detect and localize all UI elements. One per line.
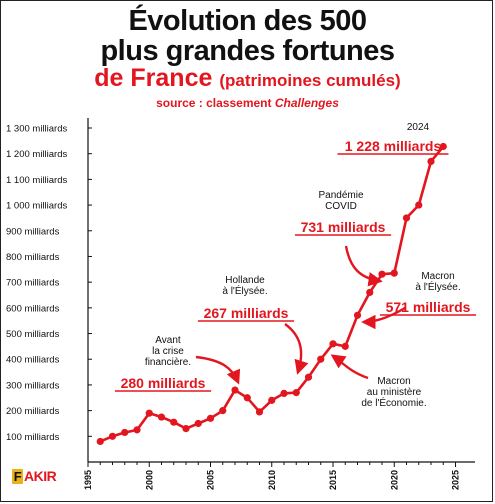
title-line-2: plus grandes fortunes <box>100 35 395 67</box>
data-point <box>329 340 337 348</box>
data-point <box>96 437 104 446</box>
annotation-arrow <box>330 354 369 380</box>
annotation-note: 2024 <box>407 122 430 133</box>
data-point <box>243 394 251 402</box>
data-point <box>206 414 215 422</box>
data-point <box>133 426 141 434</box>
y-tick-label: 400 milliards <box>6 355 60 366</box>
data-point <box>194 419 202 428</box>
logo-text: AKIR <box>24 468 57 484</box>
data-point <box>353 311 362 319</box>
annotation-note: Avant la crise financière. <box>145 335 191 368</box>
x-tick-label: 2005 <box>206 470 216 490</box>
data-point <box>366 288 374 297</box>
annotation-value: 267 milliards <box>204 305 289 321</box>
y-tick-label: 1 300 milliards <box>6 124 67 135</box>
y-tick-label: 1 200 milliards <box>6 149 67 160</box>
y-tick-label: 700 milliards <box>6 278 60 289</box>
data-point <box>415 201 423 209</box>
annotation-note: Pandémie COVID <box>318 190 363 212</box>
title-line-1: Évolution des 500 <box>128 5 367 37</box>
y-tick-label: 600 milliards <box>6 303 60 314</box>
x-tick-label: 1995 <box>83 470 93 490</box>
x-tick-label: 2010 <box>267 470 277 490</box>
data-point <box>108 432 117 440</box>
annotation-value: 731 milliards <box>301 219 386 235</box>
y-tick-label: 500 milliards <box>6 329 60 340</box>
title-highlight: de France <box>94 64 213 92</box>
data-point <box>341 342 349 350</box>
data-point <box>231 386 239 394</box>
y-tick-label: 100 milliards <box>6 432 60 443</box>
data-point <box>145 409 153 417</box>
annotation-note: Hollande à l'Élysée. <box>222 275 267 297</box>
y-tick-label: 800 milliards <box>6 252 60 263</box>
data-point <box>402 214 411 222</box>
data-point <box>304 373 313 381</box>
source-line: source : classement Challenges <box>0 96 495 110</box>
x-tick-label: 2000 <box>144 470 154 490</box>
x-tick-label: 2015 <box>328 470 338 490</box>
data-point <box>170 418 178 426</box>
annotation-arrow <box>195 355 241 385</box>
data-point <box>317 355 325 363</box>
title-subtitle: (patrimoines cumulés) <box>219 71 401 90</box>
source-name: Challenges <box>274 96 339 110</box>
x-tick-label: 2020 <box>389 470 399 490</box>
annotation-value: 571 milliards <box>386 299 471 315</box>
title-line-3: de France (patrimoines cumulés) <box>0 64 495 95</box>
annotation-arrow <box>344 245 383 287</box>
y-tick-label: 1 100 milliards <box>6 175 67 186</box>
data-point <box>255 408 264 416</box>
annotation-note: Macron à l'Élysée. <box>415 271 460 293</box>
y-tick-label: 1 000 milliards <box>6 201 67 212</box>
y-tick-label: 200 milliards <box>6 406 60 417</box>
x-tick-label: 2025 <box>451 470 461 490</box>
data-point <box>439 142 447 151</box>
annotation-value: 280 milliards <box>121 375 206 391</box>
logo-mark: F <box>12 469 23 484</box>
data-point <box>427 157 435 165</box>
data-point <box>292 389 300 397</box>
data-point <box>157 413 166 421</box>
y-tick-label: 300 milliards <box>6 380 60 391</box>
data-point <box>219 407 227 415</box>
y-tick-label: 900 milliards <box>6 226 60 237</box>
source-prefix: source : classement <box>156 96 275 110</box>
fakir-logo: F AKIR <box>12 468 57 484</box>
annotation-arrow <box>284 323 309 375</box>
annotation-arrow <box>361 306 406 330</box>
data-point <box>121 428 129 437</box>
data-point <box>378 270 386 278</box>
data-point <box>268 396 276 404</box>
data-point <box>182 425 190 433</box>
data-point <box>280 389 288 398</box>
annotation-note: Macron au ministère de l'Économie. <box>361 376 426 409</box>
annotation-value: 1 228 milliards <box>345 138 442 154</box>
data-point <box>390 269 398 277</box>
